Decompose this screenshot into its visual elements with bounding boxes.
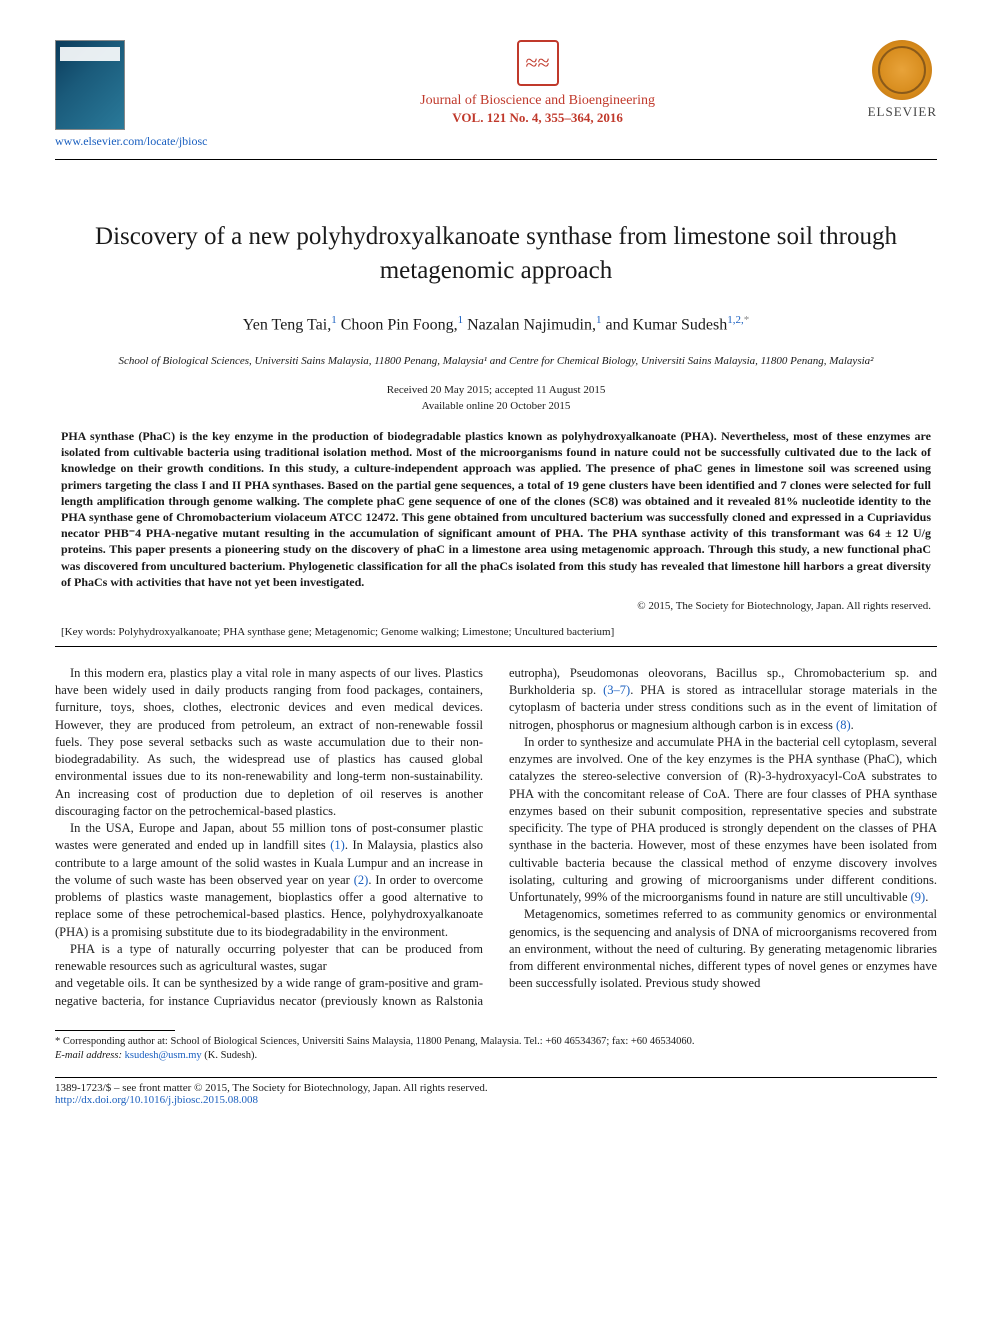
footer-rule xyxy=(55,1077,937,1078)
received-date: Received 20 May 2015; accepted 11 August… xyxy=(387,384,606,396)
article-dates: Received 20 May 2015; accepted 11 August… xyxy=(55,383,937,414)
keywords: [Key words: Polyhydroxyalkanoate; PHA sy… xyxy=(61,626,931,638)
journal-logo-icon xyxy=(517,40,559,86)
page-header: www.elsevier.com/locate/jbiosc Journal o… xyxy=(55,40,937,149)
article-title: Discovery of a new polyhydroxyalkanoate … xyxy=(85,220,907,288)
journal-cover-block: www.elsevier.com/locate/jbiosc xyxy=(55,40,208,149)
journal-title-block: Journal of Bioscience and Bioengineering… xyxy=(208,40,868,126)
email-link[interactable]: ksudesh@usm.my xyxy=(125,1050,202,1061)
journal-cover-icon xyxy=(55,40,125,130)
abstract: PHA synthase (PhaC) is the key enzyme in… xyxy=(61,428,931,590)
author-list: Yen Teng Tai,1 Choon Pin Foong,1 Nazalan… xyxy=(55,314,937,334)
citation-link[interactable]: (3–7) xyxy=(603,683,630,697)
footnote-rule xyxy=(55,1030,175,1031)
body-text: . xyxy=(851,718,854,732)
publisher-name: ELSEVIER xyxy=(868,104,937,120)
citation-link[interactable]: (9) xyxy=(911,890,926,904)
body-paragraph: In the USA, Europe and Japan, about 55 m… xyxy=(55,820,483,941)
locate-link[interactable]: www.elsevier.com/locate/jbiosc xyxy=(55,134,208,149)
citation-link[interactable]: (2) xyxy=(354,873,369,887)
copyright-line: © 2015, The Society for Biotechnology, J… xyxy=(61,600,931,612)
body-paragraph: In this modern era, plastics play a vita… xyxy=(55,665,483,820)
email-label: E-mail address: xyxy=(55,1050,122,1061)
citation-link[interactable]: (1) xyxy=(330,838,345,852)
body-paragraph: PHA is a type of naturally occurring pol… xyxy=(55,941,483,976)
doi-link[interactable]: http://dx.doi.org/10.1016/j.jbiosc.2015.… xyxy=(55,1094,258,1106)
body-text: . xyxy=(925,890,928,904)
body-text: In order to synthesize and accumulate PH… xyxy=(509,735,937,904)
keywords-rule xyxy=(55,646,937,647)
body-paragraph: Metagenomics, sometimes referred to as c… xyxy=(509,906,937,992)
affiliation: School of Biological Sciences, Universit… xyxy=(85,354,907,369)
footnotes: * Corresponding author at: School of Bio… xyxy=(55,1035,937,1063)
article-body: In this modern era, plastics play a vita… xyxy=(55,665,937,1010)
corresponding-author: * Corresponding author at: School of Bio… xyxy=(55,1035,937,1049)
email-author: (K. Sudesh). xyxy=(202,1050,257,1061)
body-paragraph: In order to synthesize and accumulate PH… xyxy=(509,734,937,907)
citation-link[interactable]: (8) xyxy=(836,718,851,732)
issn-line: 1389-1723/$ – see front matter © 2015, T… xyxy=(55,1082,488,1094)
footer-block: 1389-1723/$ – see front matter © 2015, T… xyxy=(55,1082,937,1106)
journal-name: Journal of Bioscience and Bioengineering xyxy=(238,92,838,110)
online-date: Available online 20 October 2015 xyxy=(422,400,571,412)
header-rule xyxy=(55,159,937,160)
publisher-block: ELSEVIER xyxy=(868,40,937,120)
email-line: E-mail address: ksudesh@usm.my (K. Sudes… xyxy=(55,1049,937,1063)
journal-volume: VOL. 121 No. 4, 355–364, 2016 xyxy=(238,110,838,126)
elsevier-tree-icon xyxy=(872,40,932,100)
